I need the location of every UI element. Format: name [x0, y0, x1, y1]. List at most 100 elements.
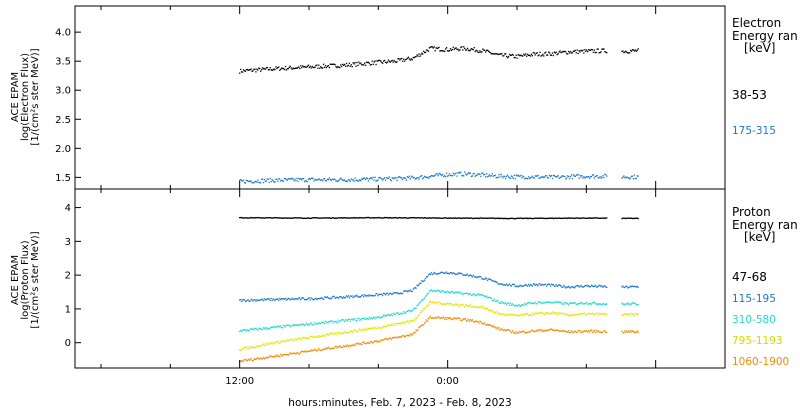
electron-point: [285, 178, 288, 181]
electron-point: [437, 175, 439, 177]
proton-point: [349, 295, 351, 297]
proton-point: [281, 354, 284, 356]
proton-point: [264, 326, 267, 329]
proton-point: [423, 324, 425, 326]
electron-point: [322, 178, 325, 180]
proton-point: [341, 346, 343, 348]
proton-point: [627, 331, 629, 333]
proton-point: [518, 285, 520, 288]
proton-point: [386, 324, 389, 327]
proton-point: [383, 293, 386, 295]
proton-point: [319, 217, 321, 219]
electron-point: [497, 176, 499, 179]
electron-point: [441, 50, 443, 52]
electron-point: [263, 68, 266, 70]
electron-point: [606, 175, 608, 177]
proton-point: [559, 217, 561, 219]
electron-point: [382, 62, 384, 64]
electron-point: [478, 51, 480, 53]
electron-point: [548, 174, 551, 177]
proton-point: [481, 307, 483, 309]
proton-point: [548, 328, 551, 331]
electron-point: [511, 53, 514, 56]
proton-point: [303, 299, 306, 301]
proton-point: [442, 303, 444, 306]
proton-point: [465, 304, 467, 306]
proton-point: [502, 217, 504, 220]
proton-point: [629, 330, 632, 332]
proton-point: [388, 217, 391, 219]
proton-point: [287, 339, 289, 342]
electron-point: [449, 48, 452, 50]
proton-point: [518, 331, 520, 333]
proton-point: [335, 332, 337, 334]
proton-point: [301, 297, 303, 299]
proton-point: [389, 292, 391, 294]
proton-point: [594, 284, 596, 286]
proton-point: [398, 216, 400, 219]
electron-point: [286, 179, 289, 181]
proton-point: [382, 217, 384, 219]
proton-point: [323, 322, 326, 325]
proton-point: [445, 302, 448, 305]
proton-point: [325, 217, 328, 219]
electron-point: [407, 176, 410, 179]
proton-point: [501, 314, 503, 316]
proton-point: [329, 320, 331, 323]
proton-point: [581, 285, 583, 288]
proton-point: [431, 273, 433, 275]
proton-point: [430, 301, 432, 304]
proton-point: [521, 314, 523, 316]
proton-point: [554, 312, 556, 314]
proton-point: [276, 298, 278, 301]
proton-point: [450, 291, 453, 293]
electron-point: [485, 173, 488, 175]
electron-point: [521, 177, 523, 179]
proton-point: [319, 298, 321, 300]
proton-point: [424, 295, 427, 298]
electron-point: [322, 63, 325, 65]
proton-point: [253, 328, 255, 330]
proton-point: [345, 332, 348, 334]
proton-point: [269, 217, 271, 219]
proton-point: [331, 320, 333, 322]
proton-point: [532, 330, 534, 333]
proton-point: [469, 274, 472, 276]
proton-point: [338, 321, 340, 323]
proton-point: [367, 318, 370, 320]
electron-point: [472, 48, 474, 51]
electron-point: [463, 46, 465, 48]
proton-point: [606, 303, 608, 305]
proton-point: [262, 217, 265, 219]
proton-point: [274, 217, 276, 219]
proton-point: [573, 302, 575, 304]
proton-point: [506, 283, 508, 285]
proton-point: [308, 297, 310, 299]
proton-point: [382, 339, 384, 341]
proton-point: [563, 284, 565, 287]
proton-point: [387, 324, 390, 326]
proton-point: [315, 349, 317, 352]
proton-point: [624, 330, 626, 332]
electron-point: [455, 172, 457, 174]
proton-point: [439, 272, 441, 274]
electron-point: [598, 177, 600, 179]
electron-point: [524, 54, 526, 56]
proton-point: [381, 217, 383, 219]
proton-point: [592, 330, 595, 332]
proton-point: [494, 312, 496, 314]
proton-point: [447, 303, 450, 305]
proton-point: [388, 337, 391, 340]
electron-point: [574, 49, 576, 52]
proton-point: [589, 312, 592, 315]
proton-point: [577, 329, 579, 332]
proton-point: [396, 217, 398, 219]
proton-point: [240, 329, 242, 332]
electron-point: [508, 53, 511, 56]
proton-point: [425, 305, 428, 307]
proton-point: [337, 346, 339, 348]
electron-point: [280, 68, 282, 71]
electron-point: [403, 58, 405, 60]
proton-point: [301, 324, 303, 326]
